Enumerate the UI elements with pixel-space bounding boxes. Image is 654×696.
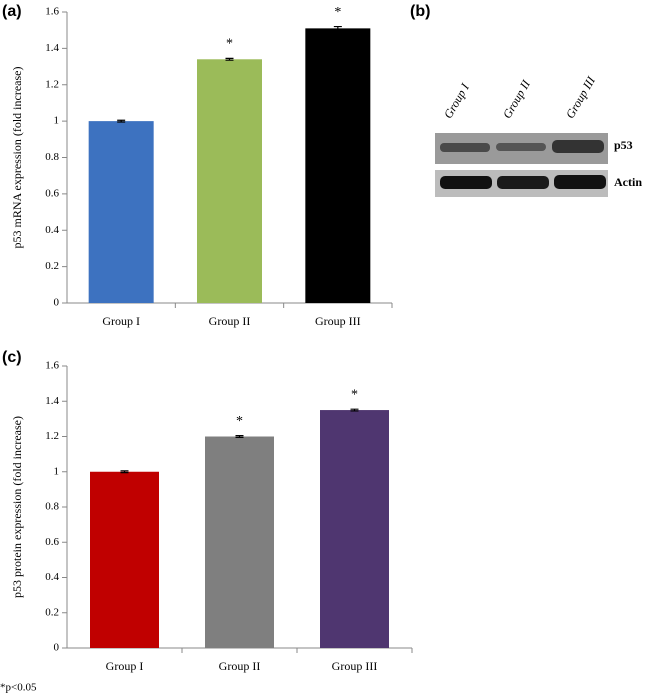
error-bar <box>225 57 234 61</box>
x-tick-label: Group I <box>106 659 144 673</box>
x-tick-label: Group II <box>209 314 251 328</box>
blot-image <box>435 133 608 197</box>
bar <box>205 436 274 648</box>
y-tick-label: 0.4 <box>45 571 59 583</box>
y-tick-label: 1.2 <box>45 78 59 90</box>
bar <box>320 410 389 648</box>
band-label: Actin <box>614 175 642 189</box>
y-axis-label: p53 protein expression (fold increase) <box>10 416 24 598</box>
panel-label: (a) <box>2 3 22 20</box>
y-tick-label: 0.6 <box>45 187 59 199</box>
band <box>440 176 492 189</box>
y-tick-label: 1 <box>54 465 60 477</box>
bar <box>88 121 154 303</box>
lane-label: Group I <box>441 80 473 121</box>
y-tick-label: 0.8 <box>45 151 59 163</box>
band <box>497 176 549 189</box>
error-bar <box>120 470 129 474</box>
y-tick-label: 1.4 <box>45 395 59 407</box>
y-tick-label: 0 <box>54 297 60 309</box>
y-tick-label: 0.2 <box>45 606 59 618</box>
y-tick-label: 0 <box>54 642 60 654</box>
lane-label: Group III <box>563 73 599 121</box>
y-tick-label: 1 <box>54 115 60 127</box>
significance-mark: * <box>236 414 243 429</box>
y-tick-label: 1.6 <box>45 6 59 18</box>
y-tick-label: 0.4 <box>45 224 59 236</box>
significance-mark: * <box>351 387 358 402</box>
y-tick-label: 0.6 <box>45 536 59 548</box>
lane-label: Group II <box>500 77 534 121</box>
band <box>440 143 490 152</box>
footnote: *p<0.05 <box>0 682 37 694</box>
y-axis-label: p53 mRNA expression (fold increase) <box>10 67 24 249</box>
band-label: p53 <box>614 138 633 152</box>
bar <box>90 471 159 648</box>
error-bar <box>350 408 359 412</box>
y-tick-label: 0.8 <box>45 501 59 513</box>
x-tick-label: Group III <box>315 314 361 328</box>
significance-mark: * <box>226 37 233 52</box>
y-tick-label: 1.2 <box>45 430 59 442</box>
error-bar <box>333 25 342 31</box>
band <box>554 175 606 189</box>
significance-mark: * <box>334 5 341 20</box>
panel-label: (b) <box>410 3 430 20</box>
band <box>552 140 604 153</box>
bar <box>305 28 371 304</box>
y-tick-label: 0.2 <box>45 260 59 272</box>
panel-label: (c) <box>2 349 22 366</box>
x-tick-label: Group III <box>332 659 378 673</box>
error-bar <box>235 435 244 438</box>
x-tick-label: Group I <box>102 314 140 328</box>
error-bar <box>117 119 126 123</box>
y-tick-label: 1.4 <box>45 42 59 54</box>
y-tick-label: 1.6 <box>45 360 59 372</box>
bar <box>197 59 262 303</box>
x-tick-label: Group II <box>219 659 261 673</box>
band <box>496 143 546 151</box>
